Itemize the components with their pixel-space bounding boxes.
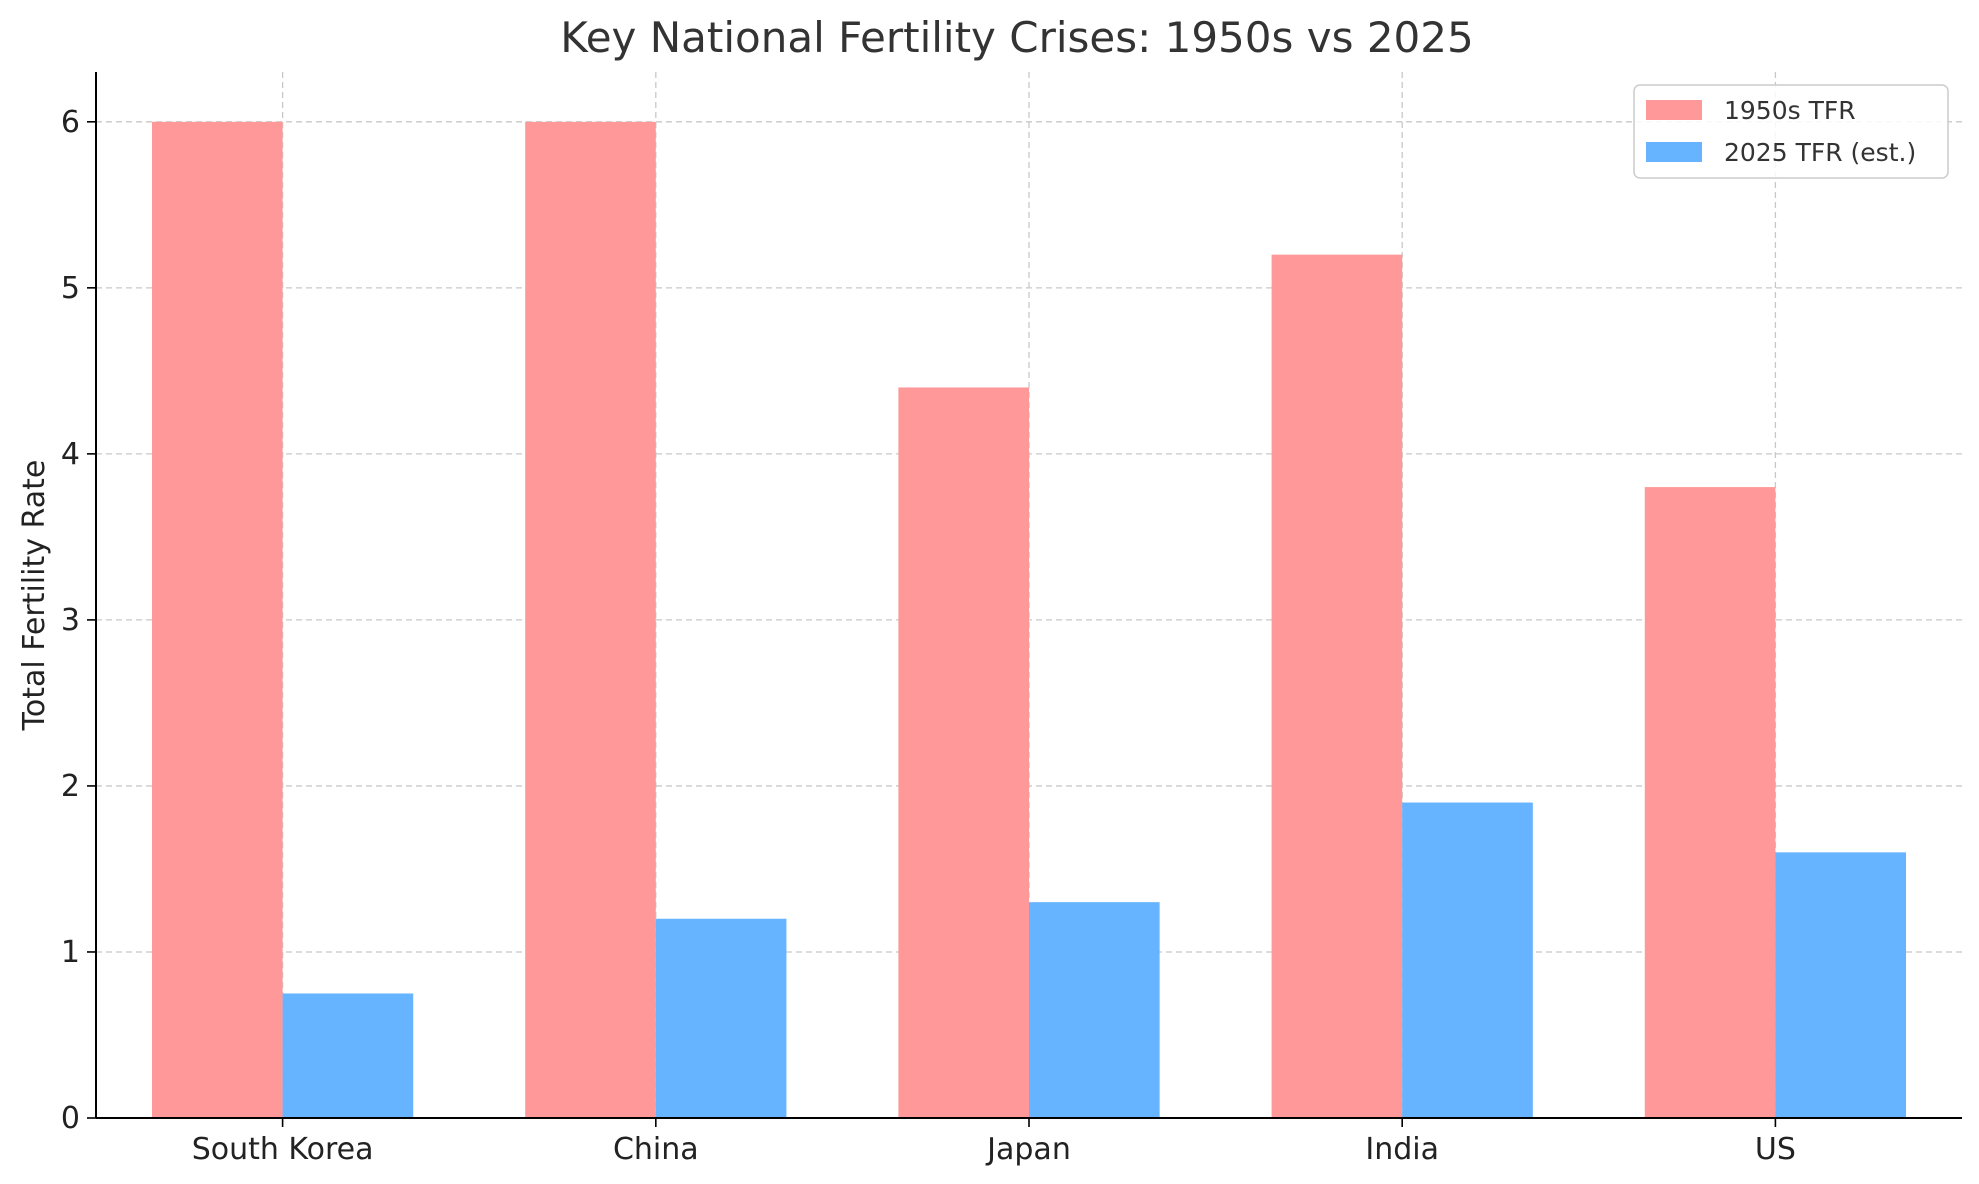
bars [151, 121, 1907, 1119]
y-tick-label: 0 [61, 1101, 80, 1136]
axes: 0 1 2 3 4 5 6 South Korea China Japan India US [61, 72, 1962, 1167]
y-tick-label: 2 [61, 769, 80, 804]
bar-series2-us [1775, 852, 1907, 1118]
bar-series2-india [1402, 802, 1533, 1118]
legend-label-1: 1950s TFR [1724, 96, 1856, 125]
y-tick-label: 3 [61, 603, 80, 638]
x-tick-label: South Korea [192, 1132, 374, 1167]
bar-series2-china [655, 918, 787, 1118]
legend-swatch-2 [1646, 142, 1702, 162]
y-tick-label: 6 [61, 105, 80, 140]
legend: 1950s TFR 2025 TFR (est.) [1633, 84, 1949, 179]
bar-series1-india [1271, 254, 1403, 1119]
x-tick-label: India [1365, 1132, 1439, 1167]
x-tick-label: Japan [985, 1132, 1071, 1167]
y-tick-label: 1 [61, 935, 80, 970]
bar-series1-japan [898, 387, 1029, 1118]
bar-series2-south-korea [282, 993, 414, 1118]
bar-series1-china [525, 121, 656, 1119]
x-tick-label: US [1755, 1132, 1796, 1167]
legend-label-2: 2025 TFR (est.) [1724, 138, 1916, 167]
chart-title: Key National Fertility Crises: 1950s vs … [560, 13, 1473, 62]
bar-series2-japan [1029, 902, 1160, 1118]
legend-swatch-1 [1646, 100, 1702, 120]
y-tick-label: 4 [61, 437, 80, 472]
bar-series1-south-korea [151, 121, 283, 1119]
y-axis-label: Total Fertility Rate [17, 460, 52, 732]
legend-box [1633, 84, 1949, 179]
y-tick-label: 5 [61, 271, 80, 306]
bar-series1-us [1644, 487, 1776, 1119]
x-tick-label: China [613, 1132, 699, 1167]
